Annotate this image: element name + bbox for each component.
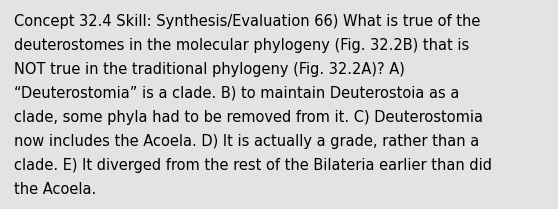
Text: clade. E) It diverged from the rest of the Bilateria earlier than did: clade. E) It diverged from the rest of t… <box>14 158 492 173</box>
Text: deuterostomes in the molecular phylogeny (Fig. 32.2B) that is: deuterostomes in the molecular phylogeny… <box>14 38 469 53</box>
Text: “Deuterostomia” is a clade. B) to maintain Deuterostoia as a: “Deuterostomia” is a clade. B) to mainta… <box>14 86 459 101</box>
Text: now includes the Acoela. D) It is actually a grade, rather than a: now includes the Acoela. D) It is actual… <box>14 134 479 149</box>
Text: the Acoela.: the Acoela. <box>14 182 96 197</box>
Text: clade, some phyla had to be removed from it. C) Deuterostomia: clade, some phyla had to be removed from… <box>14 110 483 125</box>
Text: Concept 32.4 Skill: Synthesis/Evaluation 66) What is true of the: Concept 32.4 Skill: Synthesis/Evaluation… <box>14 14 480 29</box>
Text: NOT true in the traditional phylogeny (Fig. 32.2A)? A): NOT true in the traditional phylogeny (F… <box>14 62 405 77</box>
